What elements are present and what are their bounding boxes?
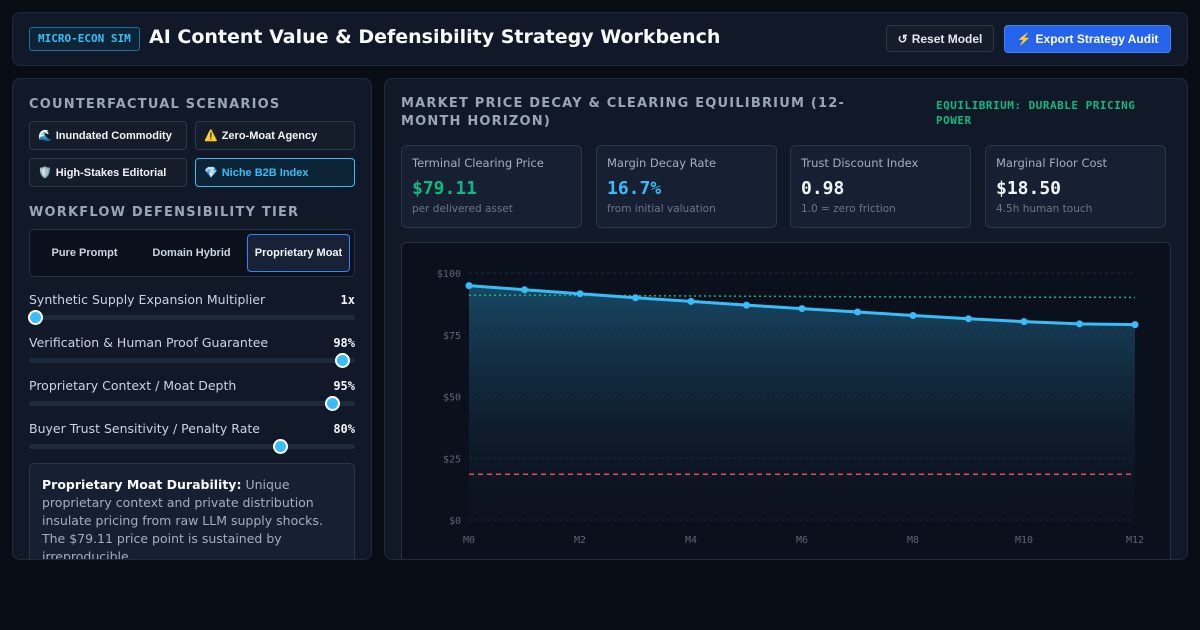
x-tick-label: M4 [685,535,697,546]
x-tick-label: M12 [1126,535,1144,546]
tier-proprietary-moat[interactable]: Proprietary Moat [247,234,350,272]
scenario-inundated-commodity[interactable]: 🌊 Inundated Commodity [29,121,187,150]
export-audit-button[interactable]: ⚡ Export Strategy Audit [1004,25,1171,53]
price-area [469,285,1135,520]
scenario-label: Niche B2B Index [221,166,309,179]
export-label: Export Strategy Audit [1035,32,1159,46]
slider-label: Buyer Trust Sensitivity / Penalty Rate [29,421,260,436]
y-tick-label: $50 [443,393,461,404]
price-point [1131,321,1139,329]
price-point [965,315,972,323]
metric-sub: 4.5h human touch [996,203,1093,215]
chart-panel: MARKET PRICE DECAY & CLEARING EQUILIBRIU… [384,78,1188,560]
metric-value: 16.7% [607,178,662,199]
metric-value: $79.11 [412,178,478,199]
shield-icon: 🛡️ [38,167,52,179]
price-point [743,301,750,309]
metric-value: 0.98 [801,178,845,199]
y-tick-label: $25 [443,454,461,465]
x-tick-label: M6 [796,535,808,546]
price-point [465,282,473,290]
price-point [687,297,695,305]
reset-label: Reset Model [911,31,983,46]
slider-thumb[interactable] [325,396,341,411]
trust-penalty-slider[interactable] [29,439,355,454]
lightning-icon: ⚡ [1016,32,1032,46]
slider-thumb[interactable] [28,310,43,325]
tier-domain-hybrid[interactable]: Domain Hybrid [152,246,231,259]
insight-box: Proprietary Moat Durability: Unique prop… [29,463,355,560]
tier-selector: Pure Prompt Domain Hybrid Proprietary Mo… [29,229,355,277]
reset-model-button[interactable]: ↺ Reset Model [886,25,994,52]
metric-label: Marginal Floor Cost [996,156,1108,170]
metric-value: $18.50 [996,178,1062,199]
chart-svg: $100 $75 $50 $25 $0M0 M2 M4 M6 M8 M10 M12 [437,269,1144,546]
supply-multiplier-slider[interactable] [28,310,355,325]
verification-slider[interactable] [29,353,355,368]
price-point [576,290,584,298]
tier-pure-prompt[interactable]: Pure Prompt [51,246,118,259]
slider-value: 1x [340,293,355,307]
insight-heading: Proprietary Moat Durability: [42,477,242,492]
sim-badge: MICRO-ECON SIM [29,27,140,51]
metric-label: Trust Discount Index [801,156,919,170]
scenario-label: Inundated Commodity [55,129,172,142]
insight-body: Unique proprietary context and private d… [42,477,323,560]
metric-label: Terminal Clearing Price [412,156,544,170]
y-tick-label: $75 [443,331,461,342]
reset-icon: ↺ [897,31,908,46]
y-tick-label: $0 [449,516,461,527]
metric-sub: 1.0 = zero friction [801,203,896,215]
slider-thumb[interactable] [273,439,289,454]
metric-terminal-price: Terminal Clearing Price $79.11 per deliv… [401,145,582,228]
tier-heading: WORKFLOW DEFENSIBILITY TIER [29,205,300,220]
slider-value: 80% [333,422,355,436]
slider-label: Synthetic Supply Expansion Multiplier [29,292,266,307]
price-decay-chart: $100 $75 $50 $25 $0 M0 M2 M4 M6 M8 M10 M12 [401,242,1171,559]
metric-floor-cost: Marginal Floor Cost $18.50 4.5h human to… [985,145,1166,228]
scenario-zero-moat-agency[interactable]: ⚠️ Zero-Moat Agency [195,121,355,150]
scenario-niche-b2b-index[interactable]: 💎 Niche B2B Index [195,158,355,187]
equilibrium-status: EQUILIBRIUM: DURABLE PRICING POWER [936,99,1136,127]
slider-thumb[interactable] [334,353,350,368]
metric-trust-discount: Trust Discount Index 0.98 1.0 = zero fri… [790,145,971,228]
slider-value: 98% [333,336,355,350]
price-point [798,305,806,313]
app-title: AI Content Value & Defensibility Strateg… [149,26,721,48]
scenario-label: High-Stakes Editorial [55,166,167,179]
chart-title: MARKET PRICE DECAY & CLEARING EQUILIBRIU… [401,96,846,129]
wave-icon: 🌊 [38,130,52,142]
price-point [909,311,917,319]
metric-sub: from initial valuation [607,203,716,215]
app-header: MICRO-ECON SIM AI Content Value & Defens… [12,12,1188,66]
price-point [632,294,639,302]
y-tick-label: $100 [437,269,461,280]
x-tick-label: M10 [1015,535,1033,546]
x-tick-label: M0 [463,535,475,546]
metric-margin-decay: Margin Decay Rate 16.7% from initial val… [596,145,777,228]
scenario-label: Zero-Moat Agency [221,129,318,142]
scenario-high-stakes-editorial[interactable]: 🛡️ High-Stakes Editorial [29,158,187,187]
metric-label: Margin Decay Rate [607,156,717,170]
metric-sub: per delivered asset [412,203,513,215]
slider-label: Verification & Human Proof Guarantee [29,335,269,350]
x-tick-label: M2 [574,535,586,546]
moat-depth-slider[interactable] [29,396,355,411]
x-tick-label: M8 [907,535,919,546]
price-point [521,286,528,294]
control-panel: COUNTERFACTUAL SCENARIOS 🌊 Inundated Com… [12,78,372,560]
price-point [854,308,861,316]
gem-icon: 💎 [204,167,218,179]
price-point [1020,318,1028,326]
slider-value: 95% [333,379,355,393]
slider-label: Proprietary Context / Moat Depth [29,378,237,393]
price-point [1076,320,1083,328]
scenarios-heading: COUNTERFACTUAL SCENARIOS [29,97,281,112]
warning-icon: ⚠️ [204,130,218,142]
